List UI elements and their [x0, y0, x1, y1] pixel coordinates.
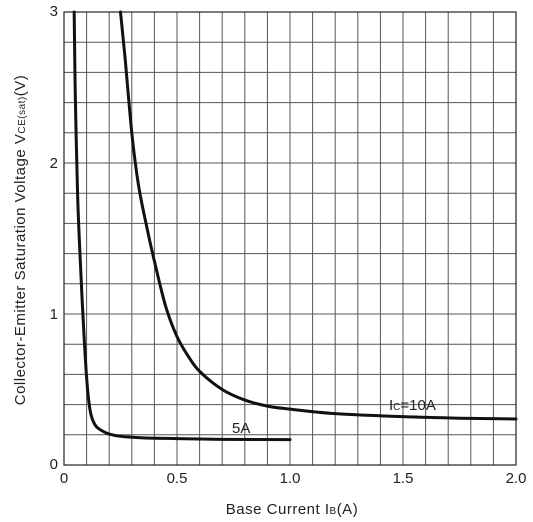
y-tick-label: 0 — [50, 456, 58, 473]
series-line-5a — [72, 10, 292, 442]
grid — [64, 12, 516, 465]
x-tick-label: 1.5 — [393, 470, 414, 487]
y-tick-label: 2 — [50, 155, 58, 172]
x-tick-label: 2.0 — [506, 470, 527, 487]
x-tick-label: 0 — [60, 470, 68, 487]
series-line-ic-10a — [119, 10, 518, 421]
x-tick-label: 1.0 — [280, 470, 301, 487]
series-label-ic-10a: IC=10A — [389, 397, 436, 414]
series-layer — [72, 10, 518, 442]
y-tick-label: 1 — [50, 306, 58, 323]
y-axis-title: Collector-Emitter Saturation Voltage VCE… — [12, 75, 29, 406]
series-labels: 5A IC=10A — [232, 397, 436, 437]
y-tick-label: 3 — [50, 3, 58, 20]
x-tick-labels: 0 0.5 1.0 1.5 2.0 — [60, 470, 527, 487]
x-axis-title: Base Current IB(A) — [226, 501, 358, 518]
y-tick-labels: 0 1 2 3 — [50, 3, 58, 473]
series-label-5a: 5A — [232, 420, 250, 437]
x-tick-label: 0.5 — [167, 470, 188, 487]
plot-area-frame — [63, 11, 517, 466]
